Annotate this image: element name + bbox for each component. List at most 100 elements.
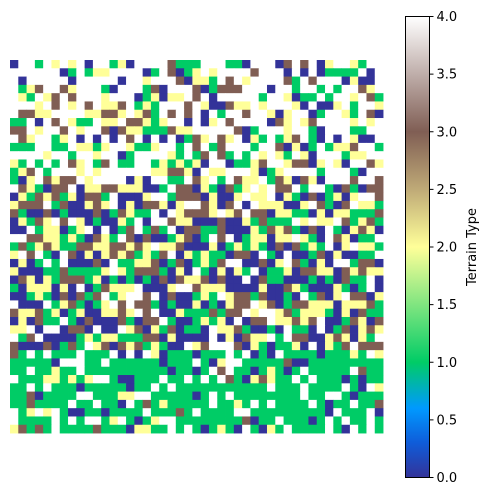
heatmap-cell [308,159,318,169]
heatmap-cell [349,424,359,434]
heatmap-cell [258,159,268,169]
heatmap-cell [316,391,326,401]
heatmap-cell [10,176,19,185]
heatmap-cell [117,225,127,235]
heatmap-cell [325,176,334,185]
heatmap-cell [250,151,260,160]
heatmap-cell [242,167,251,177]
heatmap-cell [275,292,284,301]
heatmap-cell [76,383,86,392]
heatmap-cell [233,258,243,268]
heatmap-cell [258,142,268,152]
heatmap-cell [34,142,44,152]
heatmap-cell [266,399,276,409]
heatmap-cell [109,118,119,127]
heatmap-cell [109,258,119,268]
heatmap-cell [358,267,367,276]
heatmap-cell [26,383,36,392]
heatmap-cell [250,225,260,235]
heatmap-cell [159,308,168,318]
heatmap-cell [242,159,251,169]
heatmap-cell [175,176,185,185]
heatmap-cell [184,109,193,119]
heatmap-cell [34,242,44,252]
heatmap-cell [76,399,86,409]
heatmap-cell [333,350,342,359]
heatmap-cell [43,308,52,318]
heatmap-cell [242,308,251,318]
heatmap-cell [308,333,318,343]
heatmap-cell [300,184,309,194]
heatmap-cell [26,101,36,111]
heatmap-cell [34,341,44,351]
heatmap-cell [10,391,19,401]
heatmap-cell [283,142,293,152]
heatmap-cell [159,242,168,252]
heatmap-cell [84,283,94,293]
heatmap-cell [225,109,235,119]
heatmap-cell [10,267,19,276]
heatmap-cell [308,101,318,111]
heatmap-cell [300,408,309,417]
heatmap-cell [51,258,61,268]
heatmap-cell [76,209,86,218]
heatmap-cell [18,325,27,334]
heatmap-cell [242,258,251,268]
heatmap-cell [316,375,326,384]
heatmap-cell [109,408,119,417]
heatmap-cell [266,308,276,318]
heatmap-cell [159,292,168,301]
heatmap-cell [341,300,351,310]
heatmap-cell [26,358,36,368]
heatmap-cell [291,300,301,310]
heatmap-cell [167,234,177,243]
heatmap-cell [159,109,168,119]
heatmap-cell [175,300,185,310]
heatmap-cell [250,416,260,426]
heatmap-cell [34,250,44,260]
heatmap-cell [308,167,318,177]
heatmap-cell [208,217,218,227]
heatmap-cell [349,118,359,127]
heatmap-cell [150,142,160,152]
heatmap-cell [325,275,334,285]
heatmap-cell [109,184,119,194]
heatmap-cell [291,159,301,169]
heatmap-cell [134,358,144,368]
heatmap-cell [150,76,160,86]
heatmap-cell [333,225,342,235]
heatmap-cell [92,242,102,252]
heatmap-cell [43,250,52,260]
heatmap-cell [316,93,326,102]
heatmap-cell [117,242,127,252]
heatmap-cell [68,358,77,368]
heatmap-cell [200,333,210,343]
heatmap-cell [92,209,102,218]
heatmap-cell [43,142,52,152]
heatmap-cell [266,416,276,426]
heatmap-cell [250,68,260,77]
heatmap-cell [117,176,127,185]
heatmap-cell [26,167,36,177]
heatmap-cell [101,316,110,326]
heatmap-cell [167,109,177,119]
heatmap-cell [43,68,52,77]
heatmap-cell [43,93,52,102]
heatmap-cell [134,316,144,326]
heatmap-cell [358,416,367,426]
heatmap-cell [184,134,193,144]
heatmap-cell [300,200,309,210]
heatmap-cell [142,68,152,77]
heatmap-cell [366,333,376,343]
heatmap-cell [341,391,351,401]
heatmap-cell [175,267,185,276]
heatmap-cell [250,375,260,384]
heatmap-cell [275,209,284,218]
heatmap-cell [68,416,77,426]
heatmap-cell [126,383,135,392]
heatmap-cell [192,192,202,202]
heatmap-cell [258,416,268,426]
heatmap-cell [325,333,334,343]
heatmap-cell [200,225,210,235]
heatmap-cell [250,217,260,227]
